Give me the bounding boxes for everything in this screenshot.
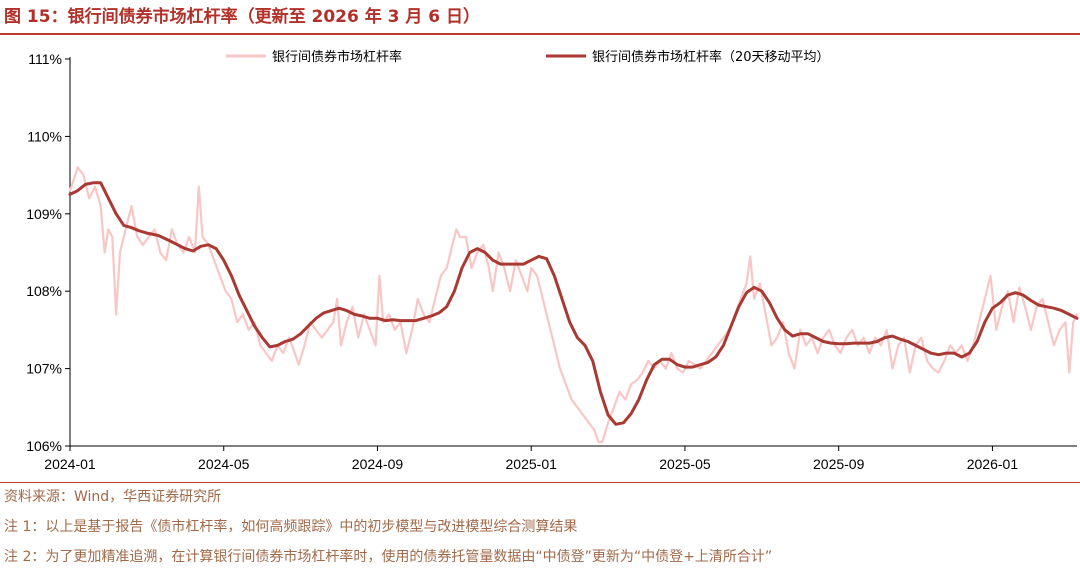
series-line-daily <box>68 166 1079 444</box>
legend-label-daily: 银行间债券市场杠杆率 <box>272 49 402 65</box>
figure-title: 图 15：银行间债券市场杠杆率（更新至 2026 年 3 月 6 日） <box>4 7 481 27</box>
y-tick-label: 106% <box>26 438 62 454</box>
x-tick-label: 2025-09 <box>813 456 865 472</box>
footnote-2: 注 2：为了更加精准追溯，在计算银行间债券市场杠杆率时，使用的债券托管量数据由“… <box>4 549 773 565</box>
x-tick-label: 2026-01 <box>967 456 1019 472</box>
series-line-ma20 <box>68 181 1079 426</box>
legend-label-ma20: 银行间债券市场杠杆率（20天移动平均） <box>592 49 830 65</box>
y-tick-label: 111% <box>28 51 62 67</box>
x-tick-label: 2024-09 <box>352 456 404 472</box>
chart-axes: 106% 107% 108% 109% 110% 111% 2024-01 2024-05 20… <box>26 51 1077 472</box>
title-rule <box>0 33 1080 35</box>
y-tick-label: 110% <box>27 128 62 144</box>
y-tick-label: 109% <box>26 206 62 222</box>
leverage-chart: 106% 107% 108% 109% 110% 111% 2024-01 2024-05 20… <box>26 49 1079 472</box>
x-tick-label: 2024-01 <box>44 456 96 472</box>
x-tick-label: 2024-05 <box>198 456 250 472</box>
y-tick-label: 107% <box>26 361 62 377</box>
chart-bottom-rule <box>0 482 1080 483</box>
chart-legend: 银行间债券市场杠杆率 银行间债券市场杠杆率（20天移动平均） <box>226 49 830 65</box>
footnote-1: 注 1：以上是基于报告《债市杠杆率，如何高频跟踪》中的初步模型与改进模型综合测算… <box>4 519 578 535</box>
x-tick-label: 2025-05 <box>659 456 711 472</box>
y-tick-label: 108% <box>26 283 62 299</box>
x-tick-label: 2025-01 <box>506 456 558 472</box>
series-layer <box>68 166 1079 444</box>
source-note: 资料来源：Wind，华西证券研究所 <box>4 489 222 505</box>
